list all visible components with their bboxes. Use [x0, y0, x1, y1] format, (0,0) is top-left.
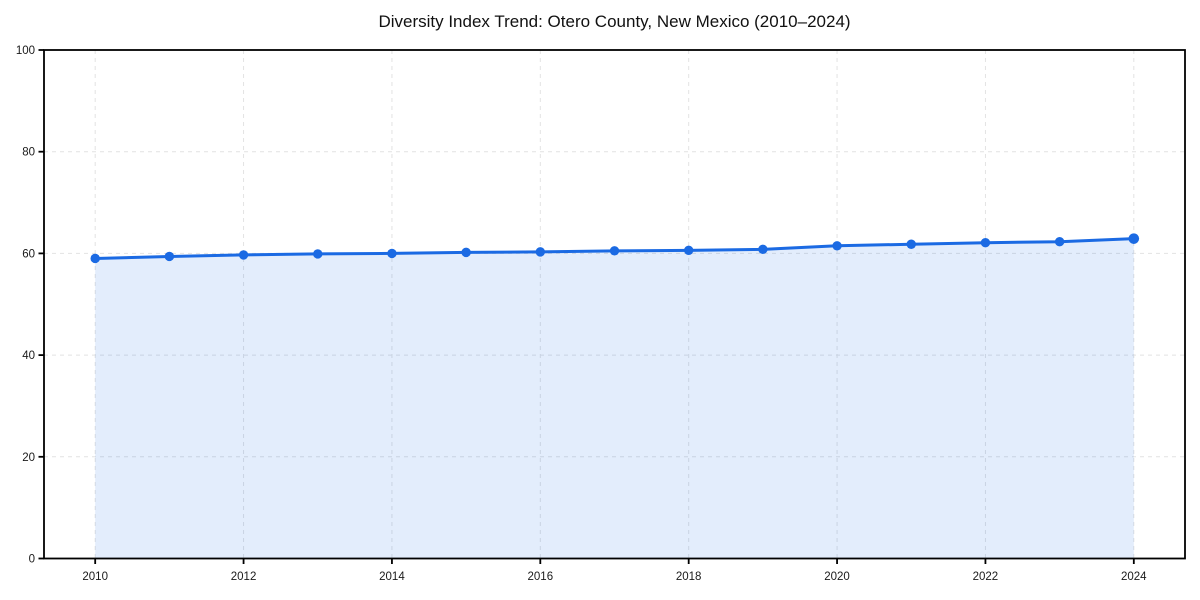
- y-tick-label-100: 100: [16, 45, 35, 57]
- data-point-2017: [609, 246, 620, 256]
- y-tick-label-20: 20: [22, 452, 35, 464]
- y-tick-label-60: 60: [22, 248, 35, 260]
- x-tick-label-2012: 2012: [231, 571, 257, 583]
- y-tick-label-0: 0: [29, 554, 35, 566]
- x-tick-label-2016: 2016: [528, 571, 554, 583]
- data-point-2013: [313, 249, 323, 259]
- data-point-2014: [387, 248, 397, 259]
- data-point-2012: [238, 250, 249, 260]
- y-tick-label-40: 40: [22, 350, 35, 362]
- x-tick-label-2018: 2018: [676, 571, 702, 583]
- x-tick-label-2020: 2020: [824, 571, 850, 583]
- data-point-2024: [1128, 233, 1140, 244]
- data-point-2022: [980, 238, 991, 248]
- data-point-2020: [832, 241, 842, 251]
- x-tick-label-2024: 2024: [1121, 571, 1147, 583]
- x-tick-label-2014: 2014: [379, 571, 405, 583]
- data-point-2016: [535, 247, 546, 257]
- data-point-2011: [164, 251, 175, 262]
- x-tick-label-2022: 2022: [973, 571, 999, 583]
- plot-border: [43, 49, 1186, 560]
- chart-title: Diversity Index Trend: Otero County, New…: [378, 12, 851, 31]
- data-point-2023: [1054, 237, 1065, 247]
- data-point-2021: [906, 239, 916, 249]
- data-point-2015: [461, 247, 471, 258]
- data-point-2010: [90, 253, 100, 264]
- y-tick-label-80: 80: [22, 147, 35, 159]
- x-tick-label-2010: 2010: [82, 571, 108, 583]
- data-point-2018: [683, 245, 694, 256]
- trend-area: [95, 238, 1134, 559]
- data-point-2019: [758, 244, 768, 255]
